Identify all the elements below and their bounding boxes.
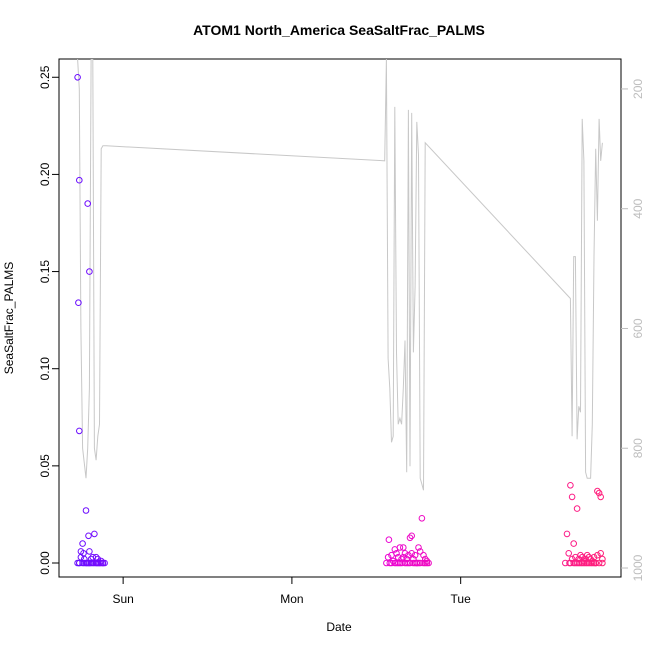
pressure-line-path: [77, 59, 603, 491]
y-tick-label: 0.10: [38, 357, 52, 381]
data-point: [76, 559, 83, 567]
data-point: [411, 551, 419, 559]
y-tick-label: 0.15: [38, 260, 52, 284]
y-tick-label: 0.20: [38, 162, 52, 186]
pressure-line: [77, 59, 603, 491]
data-point: [384, 553, 392, 561]
data-point: [415, 544, 422, 551]
data-point: [385, 536, 393, 544]
data-point: [408, 532, 416, 540]
data-point: [589, 557, 596, 565]
data-point: [403, 555, 411, 563]
x-axis: Sun Mon Tue: [112, 577, 471, 606]
data-point: [425, 559, 432, 567]
data-point: [563, 530, 571, 538]
y-right-tick-label: 800: [631, 438, 645, 458]
data-point: [418, 515, 426, 522]
data-point: [568, 555, 576, 563]
data-point: [85, 532, 92, 540]
data-point: [585, 553, 593, 561]
data-point: [82, 507, 90, 514]
data-point: [567, 482, 574, 489]
data-point: [597, 550, 605, 557]
y-right-tick-label: 400: [631, 198, 645, 218]
data-point: [420, 551, 427, 559]
data-point: [570, 540, 578, 547]
y-axis: 0.00 0.05 0.10 0.15 0.20 0.25: [38, 65, 59, 575]
data-point: [396, 544, 404, 551]
data-point: [582, 555, 589, 563]
data-point: [577, 551, 584, 559]
data-point: [423, 557, 431, 565]
data-point: [97, 557, 105, 565]
x-tick-label: Tue: [451, 592, 472, 606]
data-point: [405, 551, 412, 559]
data-point: [406, 534, 414, 542]
y-right-tick-label: 600: [631, 318, 645, 338]
data-point: [410, 555, 417, 563]
y-axis-right: 200 400 600 800 1000: [621, 79, 645, 581]
y-tick-label: 0.00: [38, 551, 52, 575]
plot-border: [58, 58, 622, 578]
data-point: [76, 427, 83, 435]
x-tick-label: Sun: [112, 592, 133, 606]
data-point: [86, 559, 93, 567]
data-point: [583, 551, 591, 559]
data-point: [398, 559, 405, 567]
data-point: [383, 559, 390, 567]
data-point: [421, 555, 429, 563]
data-point: [86, 548, 93, 555]
data-point: [587, 555, 594, 563]
data-point: [599, 555, 606, 563]
data-point: [91, 530, 98, 538]
chart-title: ATOM1 North_America SeaSaltFrac_PALMS: [193, 22, 485, 38]
x-tick-label: Mon: [280, 592, 303, 606]
data-point: [416, 548, 424, 555]
y-axis-label: SeaSaltFrac_PALMS: [2, 262, 16, 375]
data-point: [94, 555, 102, 563]
data-point: [75, 299, 82, 307]
data-point: [74, 74, 81, 81]
data-point: [573, 505, 581, 512]
x-axis-label: Date: [326, 620, 352, 634]
data-point: [590, 553, 598, 561]
data-point: [592, 559, 600, 567]
data-point: [597, 493, 605, 501]
points: [74, 74, 606, 567]
data-point: [393, 550, 400, 557]
data-point: [101, 559, 108, 567]
y-tick-label: 0.05: [38, 454, 52, 478]
data-point: [408, 550, 416, 557]
data-point: [565, 550, 573, 557]
data-point: [76, 176, 83, 184]
data-point: [86, 268, 93, 275]
data-point: [406, 559, 414, 567]
data-point: [401, 550, 409, 557]
y-right-tick-label: 1000: [631, 554, 645, 581]
data-point: [567, 559, 574, 567]
data-point: [400, 544, 407, 551]
data-point: [595, 489, 603, 497]
data-point: [398, 555, 405, 563]
data-point: [594, 487, 601, 495]
data-point: [84, 200, 91, 207]
y-tick-label: 0.25: [38, 65, 52, 89]
data-point: [79, 540, 86, 547]
y-right-tick-label: 200: [631, 79, 645, 99]
data-point: [594, 551, 601, 559]
data-point: [388, 559, 395, 567]
data-point: [416, 559, 424, 567]
data-point: [599, 559, 606, 567]
data-point: [595, 559, 603, 567]
data-point: [568, 493, 576, 501]
